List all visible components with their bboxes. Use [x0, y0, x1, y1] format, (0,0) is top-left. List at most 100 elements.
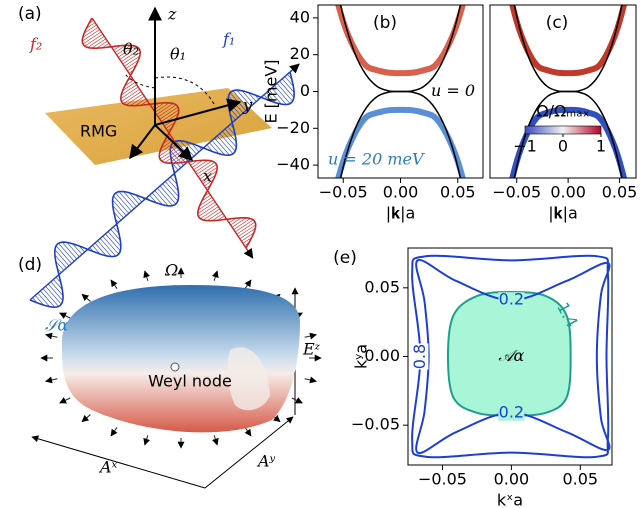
wave-hatch: [113, 195, 130, 214]
wave-hatch: [236, 89, 252, 107]
x-tick-label: 0.00: [550, 183, 586, 202]
x-tick-label: 0.05: [602, 183, 638, 202]
wave-hatch: [82, 29, 100, 42]
field-arrow: [211, 270, 219, 281]
wave-hatch: [191, 143, 200, 152]
field-arrow: [143, 270, 151, 281]
wave-hatch: [279, 80, 295, 98]
wave-hatch: [167, 178, 179, 192]
wave-hatch: [122, 82, 136, 92]
band-curve: [513, 90, 623, 178]
wave-hatch: [241, 90, 254, 105]
wave-hatch: [224, 128, 237, 142]
wave-label: f₁: [222, 30, 235, 49]
x-tick-label: 0.05: [440, 183, 476, 202]
field-arrows: [40, 267, 322, 449]
wave-axis: [29, 63, 300, 301]
wave-hatch: [268, 90, 282, 105]
wave-hatch: [94, 242, 107, 256]
wave-hatch: [159, 185, 177, 205]
wave-hatch: [123, 91, 142, 104]
wave-hatch: [276, 83, 293, 102]
wave-hatch: [119, 47, 138, 60]
wave-hatch: [120, 86, 139, 99]
contour-label: 0.8: [410, 344, 429, 369]
wave-hatch: [159, 141, 176, 153]
wave-hatch: [193, 160, 208, 171]
wave-hatch: [151, 192, 163, 205]
axis-label: Eᶻ: [302, 340, 321, 359]
wave-hatch: [118, 45, 135, 58]
wave-hatch: [157, 188, 173, 206]
wave-hatch: [154, 190, 169, 206]
plot-area: [509, 5, 628, 178]
wave-hatch: [202, 174, 216, 184]
wave-hatch: [159, 106, 179, 120]
wave-hatch: [54, 249, 70, 266]
wave-hatch: [199, 197, 213, 207]
y-tick-label: −0.05: [351, 415, 400, 434]
annotation: u = 0: [431, 81, 475, 100]
wave-hatch: [114, 45, 127, 53]
x-tick-label: 0.00: [383, 183, 419, 202]
wave-hatch: [91, 38, 107, 49]
wave-hatch: [227, 126, 236, 136]
wave-hatch: [42, 288, 59, 307]
angle-label: θ₁: [170, 45, 186, 64]
wave-hatch: [82, 26, 99, 38]
panel-a: (a) z f₂ θ₂ θ₁ f₁ y RMG x: [18, 4, 300, 309]
y-tick-label: 0.05: [364, 277, 400, 296]
wave-hatch: [156, 103, 174, 115]
wave-hatch: [198, 204, 217, 217]
x-axis-label: |𝐤|a: [386, 204, 416, 223]
y-tick-label: 0: [300, 81, 310, 100]
band-curve: [339, 90, 462, 178]
wave-hatch: [61, 241, 78, 260]
wave-hatch: [164, 181, 179, 197]
wave-hatch: [99, 238, 116, 257]
field-arrow: [110, 279, 118, 290]
field-arrow: [304, 376, 317, 384]
wave-curve: [29, 71, 295, 309]
field-arrow: [45, 332, 58, 340]
wave-hatch: [118, 191, 135, 209]
wave-hatch: [241, 232, 255, 242]
rmg-plane: [45, 88, 272, 165]
wave-hatch: [53, 279, 63, 290]
wave-hatch: [124, 79, 134, 87]
panel-label: (c): [546, 13, 569, 33]
wave-hatch: [170, 176, 178, 185]
contour: [415, 258, 611, 455]
theta-arc: [125, 74, 156, 89]
plot-area: [335, 5, 466, 178]
wave-hatch: [203, 208, 220, 221]
wave-hatch: [204, 179, 214, 187]
ax-axis: [31, 435, 206, 489]
berry-surface: [61, 285, 301, 433]
y-axis: [154, 98, 242, 126]
wave-hatch: [231, 217, 247, 228]
colorbar-tick-label: −1: [513, 137, 537, 156]
field-arrow: [45, 376, 58, 384]
field-arrow: [59, 397, 71, 404]
wave-hatch: [116, 45, 131, 56]
axis-label: Aʸ: [256, 452, 276, 471]
wave-hatch: [159, 144, 177, 157]
colorbar-label: Ω/Ωₘₐₓ: [536, 102, 589, 121]
wave-hatch: [123, 191, 137, 207]
wave-hatch: [72, 243, 83, 255]
region-label: 𝒜α: [498, 346, 524, 365]
wave-hatch: [82, 31, 102, 45]
wave-hatch: [55, 260, 65, 271]
wave-hatch: [284, 76, 294, 87]
x-axis: [154, 124, 194, 161]
axes-frame: [317, 4, 484, 179]
ay-axis: [204, 416, 294, 489]
wave-hatch: [211, 213, 224, 221]
wave-hatch: [54, 254, 67, 269]
wave-hatch: [161, 109, 179, 122]
wave-hatch: [66, 242, 80, 257]
axis-label: y: [242, 96, 253, 115]
wave-hatch: [159, 146, 179, 160]
angle-label: θ₂: [123, 40, 139, 59]
